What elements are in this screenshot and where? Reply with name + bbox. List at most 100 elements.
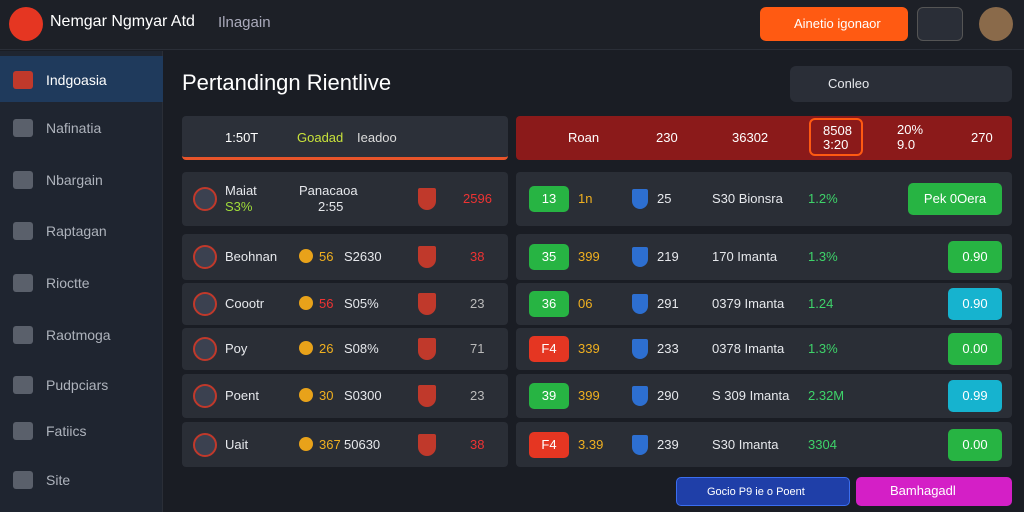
shield-icon xyxy=(632,386,648,406)
left-row xyxy=(182,234,508,280)
match-time: 2:55 xyxy=(318,199,344,214)
right-header-text: Roan xyxy=(568,130,600,145)
menu-button[interactable] xyxy=(917,7,963,41)
stat-b: 291 xyxy=(657,296,679,311)
team-value: S2630 xyxy=(344,249,382,264)
left-row xyxy=(182,422,508,467)
score: 38 xyxy=(470,249,485,264)
stat-b: 25 xyxy=(657,191,672,206)
sidebar-item[interactable]: Pudpciars xyxy=(46,377,109,393)
cta-button[interactable]: Ainetio igonaor xyxy=(760,7,908,41)
match-info: S30 Bionsra xyxy=(712,191,783,206)
badge[interactable]: 39 xyxy=(529,383,569,409)
right-header-text: 3:20 xyxy=(823,137,849,152)
sidebar-icon xyxy=(13,326,33,344)
match-name: Panacaoa xyxy=(299,183,358,198)
score: 38 xyxy=(470,436,485,452)
change: 1.24 xyxy=(808,296,834,311)
sidebar-icon xyxy=(13,274,33,292)
right-header xyxy=(516,116,1012,160)
team-stat: 26 xyxy=(319,341,334,356)
team-stat: 367 xyxy=(319,436,341,452)
right-row xyxy=(516,422,1012,467)
footer-button-right[interactable]: Bamhagadl xyxy=(856,477,1012,506)
odds-icon xyxy=(299,296,313,310)
shield xyxy=(418,188,436,210)
logo xyxy=(9,7,43,41)
right-row xyxy=(516,283,1012,325)
right-header-text: 20% xyxy=(897,122,924,137)
sidebar-item[interactable]: Fatiics xyxy=(46,423,87,439)
team-logo xyxy=(193,187,217,211)
shield xyxy=(418,246,436,268)
sidebar-icon xyxy=(13,422,33,440)
odds-button[interactable]: Pek 0Oera xyxy=(908,183,1002,215)
sidebar-item[interactable]: Site xyxy=(46,472,71,488)
sidebar-item[interactable]: Nafinatia xyxy=(46,120,102,136)
sidebar-item[interactable]: Raptagan xyxy=(46,223,107,239)
team-name: Poy xyxy=(225,341,248,356)
odds-icon xyxy=(299,249,313,263)
team-stat: S3% xyxy=(225,199,253,214)
sidebar-icon xyxy=(13,71,33,89)
left-header xyxy=(182,116,508,160)
sidebar-icon xyxy=(13,171,33,189)
brand: Nemgar Ngmyar Atd xyxy=(50,13,195,30)
odds-icon xyxy=(299,388,313,402)
odds-icon xyxy=(299,436,313,451)
sidebar-icon xyxy=(13,119,33,137)
sidebar-item[interactable]: Nbargain xyxy=(46,172,103,188)
odds-button[interactable]: 0.90 xyxy=(948,241,1002,273)
avatar xyxy=(979,7,1013,41)
team-name: Beohnan xyxy=(225,249,278,264)
shield-icon xyxy=(632,247,648,267)
right-header-text: 270 xyxy=(971,130,993,145)
sidebar-item[interactable]: Indgoasia xyxy=(46,72,107,88)
sidebar-item[interactable]: Raotmoga xyxy=(46,327,111,343)
footer-button-left[interactable]: Gocio P9 ie o Poent xyxy=(676,477,850,506)
badge[interactable]: 36 xyxy=(529,291,569,317)
shield-icon xyxy=(632,434,648,455)
sidebar-icon xyxy=(13,376,33,394)
team-name: Uait xyxy=(225,436,249,452)
change: 1.3% xyxy=(808,341,838,356)
left-row xyxy=(182,374,508,418)
odds-button[interactable]: 0.99 xyxy=(948,380,1002,412)
odds-icon xyxy=(299,341,313,355)
score: 23 xyxy=(470,388,485,403)
match-info: 170 Imanta xyxy=(712,249,778,264)
shield-icon xyxy=(632,189,648,209)
badge[interactable]: F4 xyxy=(529,336,569,362)
left-row xyxy=(182,283,508,325)
score: 71 xyxy=(470,341,485,356)
team-logo xyxy=(193,245,217,269)
team-name: Coootr xyxy=(225,296,265,311)
right-row xyxy=(516,328,1012,370)
left-header-text: 1:50T xyxy=(225,130,259,145)
sidebar-item[interactable]: Rioctte xyxy=(46,275,90,291)
stat-a: 339 xyxy=(578,341,600,356)
stat-a: 06 xyxy=(578,296,593,311)
stat-a: 399 xyxy=(578,388,600,403)
sidebar-icon xyxy=(13,222,33,240)
stat-b: 290 xyxy=(657,388,679,403)
stat-b: 233 xyxy=(657,341,679,356)
stat-b: 239 xyxy=(657,436,679,452)
team-logo xyxy=(193,292,217,316)
right-header-text: 36302 xyxy=(732,130,769,145)
stat-b: 219 xyxy=(657,249,679,264)
odds-button[interactable]: 0.00 xyxy=(948,428,1002,461)
stat-a: 3.39 xyxy=(578,436,604,452)
nav-link[interactable]: Ilnagain xyxy=(218,14,271,31)
odds-button[interactable]: 0.90 xyxy=(948,288,1002,320)
odds-button[interactable]: 0.00 xyxy=(948,333,1002,365)
team-name: Maiat xyxy=(225,183,257,198)
team-value: S08% xyxy=(344,341,379,356)
stat-a: 1n xyxy=(578,191,593,206)
shield-icon xyxy=(632,294,648,314)
badge[interactable]: F4 xyxy=(529,431,569,458)
badge[interactable]: 13 xyxy=(529,186,569,212)
badge[interactable]: 35 xyxy=(529,244,569,270)
dropdown[interactable]: Conleo xyxy=(790,66,1012,102)
